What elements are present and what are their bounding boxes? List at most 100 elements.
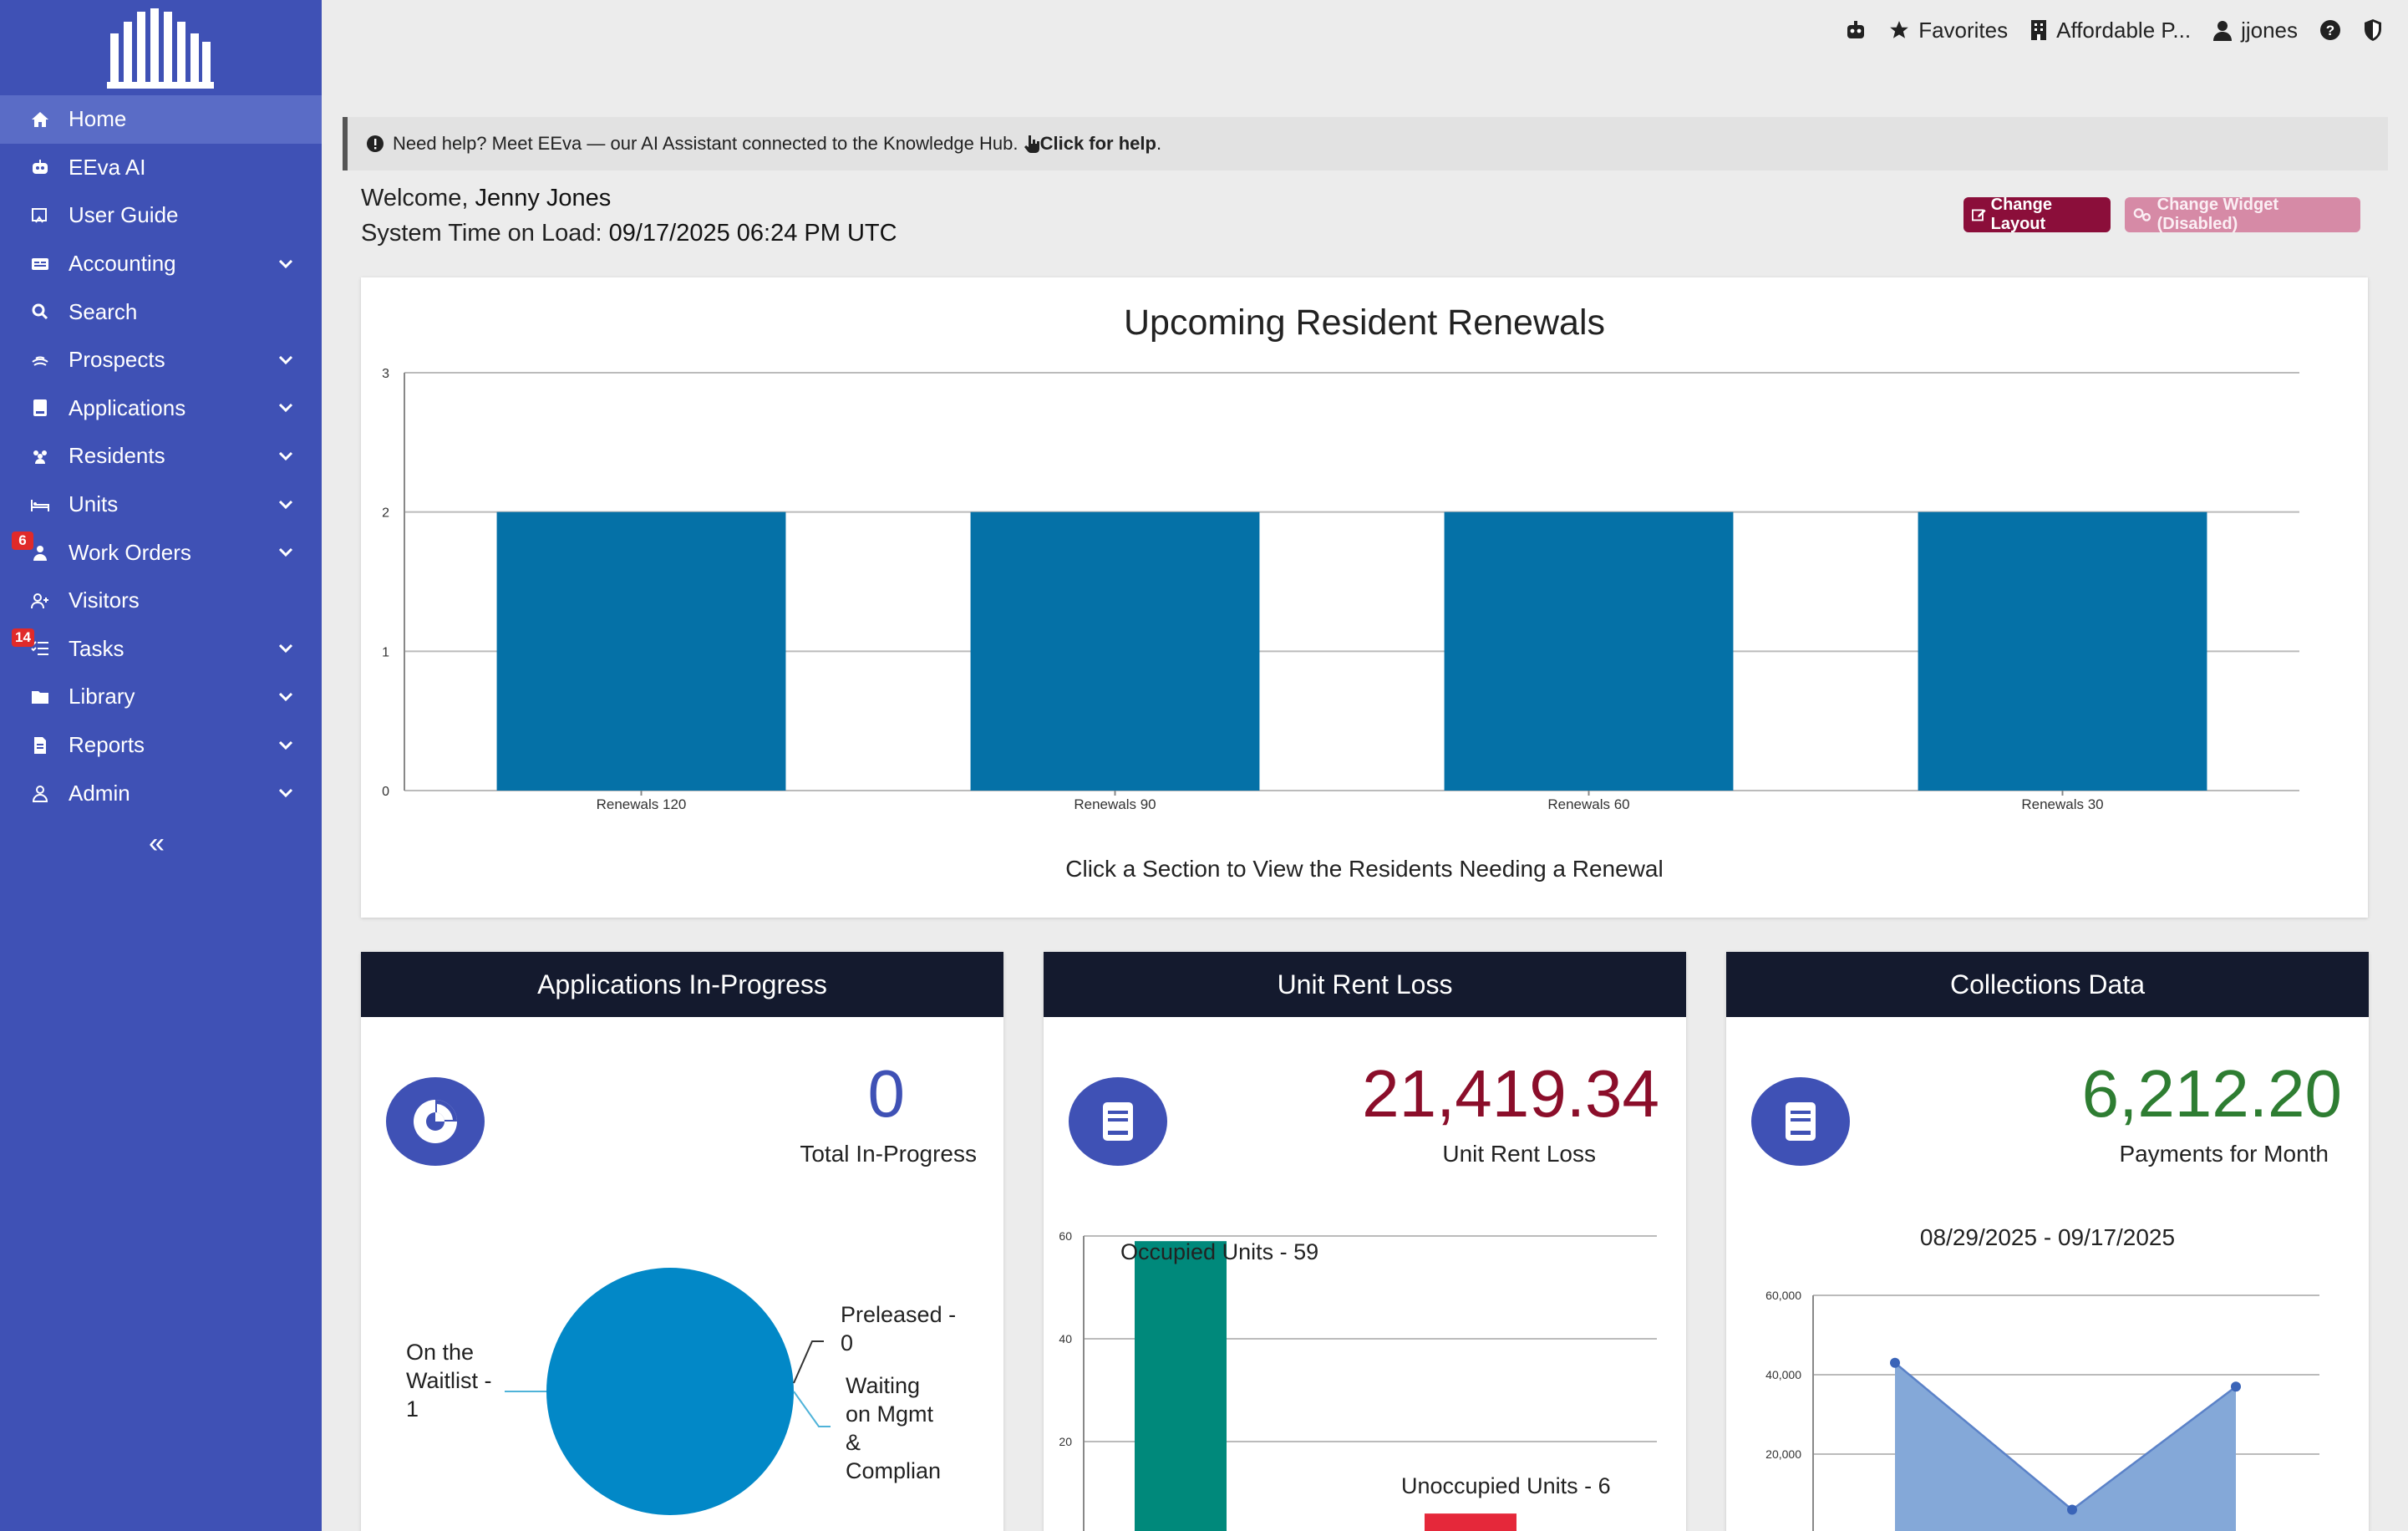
question-icon: ?	[2320, 20, 2340, 40]
renewal-bar[interactable]	[1444, 511, 1734, 791]
collections-value: 6,212.20	[2081, 1056, 2342, 1131]
y-tick-label: 60	[1059, 1229, 1072, 1243]
sidebar-item-label: Applications	[69, 394, 186, 420]
help-banner: Need help? Meet EEva — our AI Assistant …	[343, 117, 2388, 170]
sidebar-nav: Home EEva AI User Guide Accounting Search Pro…	[0, 95, 322, 817]
sidebar-item-label: Work Orders	[69, 539, 191, 565]
sidebar-item-label: Tasks	[69, 635, 124, 661]
chevron-down-icon[interactable]	[273, 733, 298, 758]
sidebar-item-reports[interactable]: Reports	[0, 721, 322, 770]
collections-chart: 20,000 40,000 60,000	[1765, 1289, 2319, 1531]
y-tick-label: 20	[1059, 1435, 1072, 1448]
cogs-icon	[2133, 208, 2151, 221]
renewal-bar[interactable]	[970, 511, 1260, 791]
sidebar-item-admin[interactable]: Admin	[0, 769, 322, 817]
help-link[interactable]: Click for help	[1039, 133, 1156, 154]
chevron-down-icon[interactable]	[273, 348, 298, 373]
sidebar-item-user-guide[interactable]: User Guide	[0, 191, 322, 240]
applications-pie-chart: On the Waitlist -1 Preleased -0 Waiting on M…	[406, 1268, 956, 1515]
y-tick-label: 40,000	[1765, 1368, 1801, 1381]
sidebar-item-search[interactable]: Search	[0, 287, 322, 336]
sidebar-item-home[interactable]: Home	[0, 95, 322, 144]
sidebar-item-residents[interactable]: Residents	[0, 432, 322, 481]
pie-slice[interactable]	[546, 1268, 794, 1515]
change-layout-button[interactable]: Change Layout	[1963, 196, 2111, 233]
sidebar-item-prospects[interactable]: Prospects	[0, 336, 322, 384]
pie-label-waiting: Waiting on Mgmt & Complian	[846, 1373, 941, 1483]
chevron-down-icon[interactable]	[273, 252, 298, 277]
sidebar-item-label: Residents	[69, 443, 165, 469]
property-selector[interactable]: Affordable P...	[2030, 18, 2191, 43]
sidebar-item-label: Prospects	[69, 347, 165, 373]
x-tick-label: Renewals 30	[2021, 796, 2103, 812]
favorites-menu[interactable]: Favorites	[1888, 18, 2008, 43]
collapse-sidebar-button[interactable]: «	[149, 827, 165, 859]
collections-point[interactable]	[2231, 1381, 2241, 1392]
badge: 14	[12, 628, 34, 647]
change-layout-label: Change Layout	[1990, 196, 2052, 233]
rent-loss-widget-title: Unit Rent Loss	[1044, 952, 1686, 1017]
sidebar-item-library[interactable]: Library	[0, 673, 322, 721]
property-label: Affordable P...	[2056, 17, 2192, 43]
chevron-down-icon[interactable]	[273, 636, 298, 661]
sidebar-item-label: Reports	[69, 732, 145, 758]
chevron-down-icon[interactable]	[273, 395, 298, 420]
chevron-down-icon[interactable]	[273, 540, 298, 565]
sidebar-item-label: Visitors	[69, 587, 140, 613]
rent-loss-bar[interactable]	[1425, 1513, 1516, 1531]
sidebar-item-work-orders[interactable]: 6 Work Orders	[0, 528, 322, 577]
username-label: jjones	[2241, 17, 2298, 43]
sidebar-item-units[interactable]: Units	[0, 481, 322, 529]
chevron-down-icon[interactable]	[273, 492, 298, 517]
renewals-chart: 0 1 2 3 Renewals 120 Renewals 90 Renewals 60 Re…	[382, 367, 2299, 812]
sidebar-item-visitors[interactable]: Visitors	[0, 577, 322, 625]
user-menu[interactable]: jjones	[2212, 18, 2298, 43]
sidebar-item-applications[interactable]: Applications	[0, 384, 322, 433]
renewal-bar[interactable]	[1918, 511, 2207, 791]
renewal-bar[interactable]	[496, 511, 786, 791]
sidebar-item-eeva-ai[interactable]: EEva AI	[0, 144, 322, 192]
system-time-value: 09/17/2025 06:24 PM UTC	[608, 220, 897, 247]
collections-area	[1895, 1362, 2236, 1531]
robot-icon	[28, 155, 52, 179]
robot-button[interactable]	[1845, 19, 1867, 41]
chevron-down-icon[interactable]	[273, 781, 298, 806]
help-period: .	[1156, 133, 1162, 154]
applications-widget: Applications In-Progress 0 Total In-Prog…	[361, 952, 1003, 1531]
help-text: Need help? Meet EEva — our AI Assistant …	[393, 133, 1019, 154]
book-icon	[1751, 1077, 1850, 1166]
rent-loss-chart: 20 40 60 Occupied Units - 59 Unoccupied Unit…	[1059, 1229, 1657, 1531]
sidebar-item-label: Admin	[69, 780, 130, 806]
y-tick-label: 20,000	[1765, 1447, 1801, 1461]
security-button[interactable]	[2363, 18, 2383, 42]
y-tick-label: 60,000	[1765, 1289, 1801, 1302]
welcome-block: Welcome, Jenny Jones System Time on Load…	[361, 181, 897, 251]
change-widget-button: Change Widget (Disabled)	[2125, 196, 2360, 233]
user-icon	[2213, 21, 2233, 41]
sidebar-item-label: Accounting	[69, 251, 176, 277]
sidebar-item-accounting[interactable]: Accounting	[0, 240, 322, 288]
renewals-title: Upcoming Resident Renewals	[1123, 303, 1605, 343]
search-icon	[28, 300, 52, 323]
collections-point[interactable]	[2067, 1504, 2077, 1515]
chevron-down-icon[interactable]	[273, 684, 298, 710]
sidebar: Home EEva AI User Guide Accounting Search Pro…	[0, 0, 322, 1531]
guide-icon	[28, 204, 52, 227]
chevron-down-icon[interactable]	[273, 444, 298, 469]
welcome-prefix: Welcome,	[361, 185, 469, 211]
sidebar-item-label: Units	[69, 491, 119, 517]
help-button[interactable]: ?	[2319, 19, 2341, 41]
collections-point[interactable]	[1890, 1357, 1900, 1368]
sidebar-item-tasks[interactable]: 14 Tasks	[0, 625, 322, 674]
pointer-icon	[1024, 135, 1039, 153]
applications-widget-title: Applications In-Progress	[361, 952, 1003, 1017]
edit-icon	[1972, 209, 1986, 221]
rent-loss-bar[interactable]	[1135, 1241, 1227, 1531]
renewals-caption: Click a Section to View the Residents Ne…	[1065, 856, 1664, 882]
welcome-name: Jenny Jones	[475, 185, 612, 211]
prospects-icon	[28, 348, 52, 372]
rent-loss-widget: Unit Rent Loss 21,419.34 Unit Rent Loss …	[1044, 952, 1686, 1531]
logo-icon[interactable]	[107, 8, 214, 89]
worker-icon	[28, 541, 52, 564]
rent-loss-sub-label: Unit Rent Loss	[1442, 1141, 1596, 1167]
